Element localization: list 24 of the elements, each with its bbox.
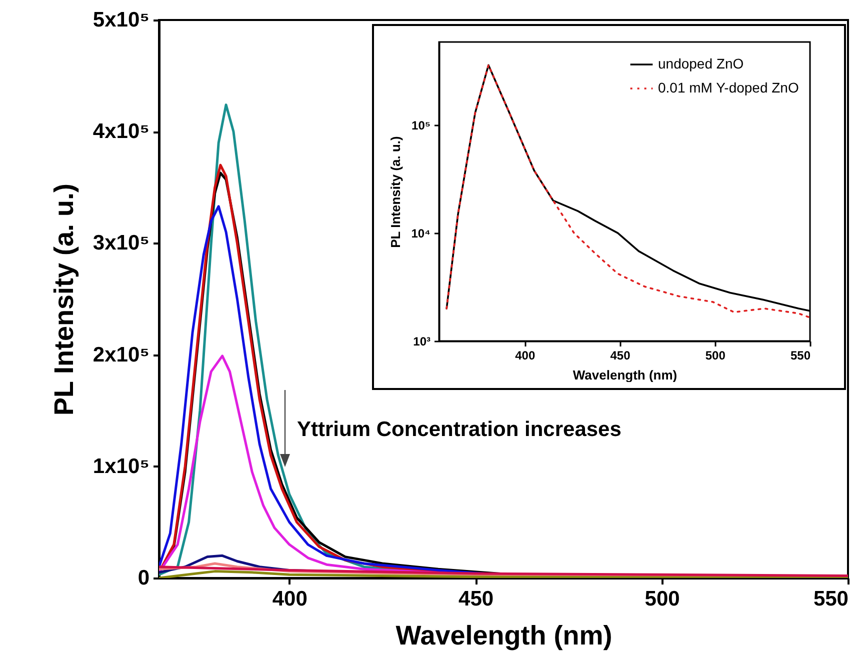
x-axis-title: Wavelength (nm) [396, 620, 612, 650]
x-tick-label: 450 [458, 588, 494, 610]
annotation: Yttrium Concentration increases [297, 418, 622, 441]
legend-label: 0.01 mM Y-doped ZnO [658, 80, 799, 96]
x-tick-label: 400 [515, 348, 536, 362]
y-tick-label: 10³ [413, 334, 431, 348]
y-tick-label: 0 [138, 566, 150, 590]
x-tick-label: 500 [644, 588, 680, 610]
y-tick-label: 5x10⁵ [92, 8, 150, 32]
y-tick-label: 3x10⁵ [92, 232, 150, 255]
x-tick-label: 450 [610, 348, 631, 362]
x-axis-title: Wavelength (nm) [572, 368, 678, 382]
y-tick-label: 10⁵ [412, 118, 430, 133]
y-tick-label: 1x10⁵ [92, 454, 150, 478]
y-axis-title: PL Intensity (a. u.) [388, 136, 404, 248]
y-axis-title: PL Intensity (a. u.) [48, 183, 79, 416]
legend-label: undoped ZnO [658, 56, 744, 72]
x-tick-label: 550 [813, 588, 848, 610]
x-tick-label: 500 [705, 348, 726, 362]
y-tick-label: 10⁴ [411, 226, 431, 241]
y-tick-label: 4x10⁵ [92, 120, 150, 144]
x-tick-label: 400 [272, 588, 308, 610]
y-tick-label: 2x10⁵ [92, 343, 150, 366]
x-tick-label: 550 [790, 348, 811, 362]
